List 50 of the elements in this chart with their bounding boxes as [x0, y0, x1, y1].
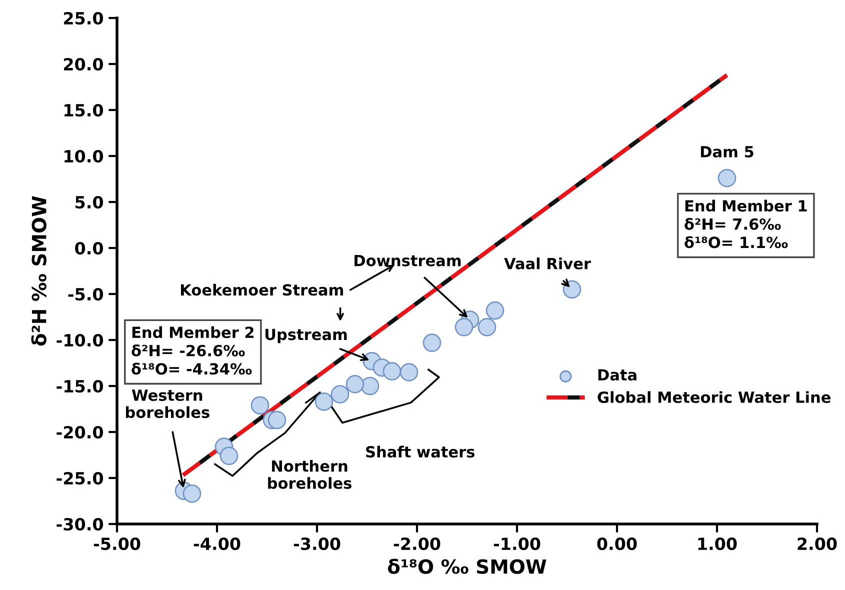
point: [400, 363, 418, 382]
point: [382, 362, 402, 380]
y-tick-label: -30.0: [56, 518, 104, 531]
y-tick-label: -10.0: [56, 334, 104, 347]
annotation: End Member 1 δ²H= 7.6‰ δ¹⁸O= 1.1‰: [684, 200, 807, 248]
y-axis-title: δ²H ‰ SMOW: [31, 196, 46, 346]
x-axis-title: δ¹⁸O ‰ SMOW: [388, 558, 546, 574]
point: [360, 376, 380, 396]
point: [478, 318, 496, 336]
annotation: Shaft waters: [366, 446, 474, 458]
point: [182, 484, 202, 503]
annotation: Downstream: [354, 254, 461, 266]
y-tick-label: -15.0: [56, 380, 104, 393]
point: [486, 301, 504, 320]
y-tick-label: 10.0: [64, 150, 104, 163]
x-tick-label: -2.00: [394, 537, 440, 550]
point: [330, 385, 350, 404]
x-tick-label: -5.00: [94, 537, 140, 550]
point: [250, 396, 270, 414]
y-tick-label: -5.0: [68, 288, 104, 301]
y-tick-label: 0.0: [75, 242, 104, 255]
y-tick-label: -20.0: [56, 426, 104, 439]
x-tick-label: 1.00: [698, 537, 737, 550]
y-tick-label: 5.0: [76, 196, 104, 209]
y-tick-label: -25.0: [56, 472, 104, 485]
x-tick-label: 0.00: [597, 537, 637, 550]
point: [268, 410, 286, 430]
annotation: Northern boreholes: [268, 460, 352, 489]
legend-label: Global Meteoric Water Line: [598, 391, 831, 404]
y-tick-label: 15.0: [64, 104, 104, 117]
x-tick-label: -4.00: [194, 537, 240, 550]
point: [314, 392, 334, 411]
x-tick-label: 2.00: [798, 537, 837, 550]
point: [562, 280, 582, 299]
annotation: Vaal River: [504, 258, 591, 270]
annotation: End Member 2 δ²H= -26.6‰ δ¹⁸O= -4.34‰: [132, 326, 254, 375]
x-tick-label: -3.00: [294, 537, 340, 550]
point: [718, 168, 736, 188]
point: [220, 446, 238, 466]
y-tick-label: 20.0: [64, 58, 104, 71]
annotation: Upstream: [265, 328, 347, 344]
point: [454, 318, 474, 336]
point: [346, 375, 364, 394]
legend-label: Data: [598, 369, 636, 381]
point: [422, 334, 442, 352]
annotation: Dam 5: [700, 146, 754, 158]
annotation: Western boreholes: [126, 390, 210, 418]
annotation: Koekemoer Stream: [180, 284, 343, 296]
y-tick-label: 25.0: [64, 12, 104, 25]
x-tick-label: -1.00: [494, 537, 540, 550]
